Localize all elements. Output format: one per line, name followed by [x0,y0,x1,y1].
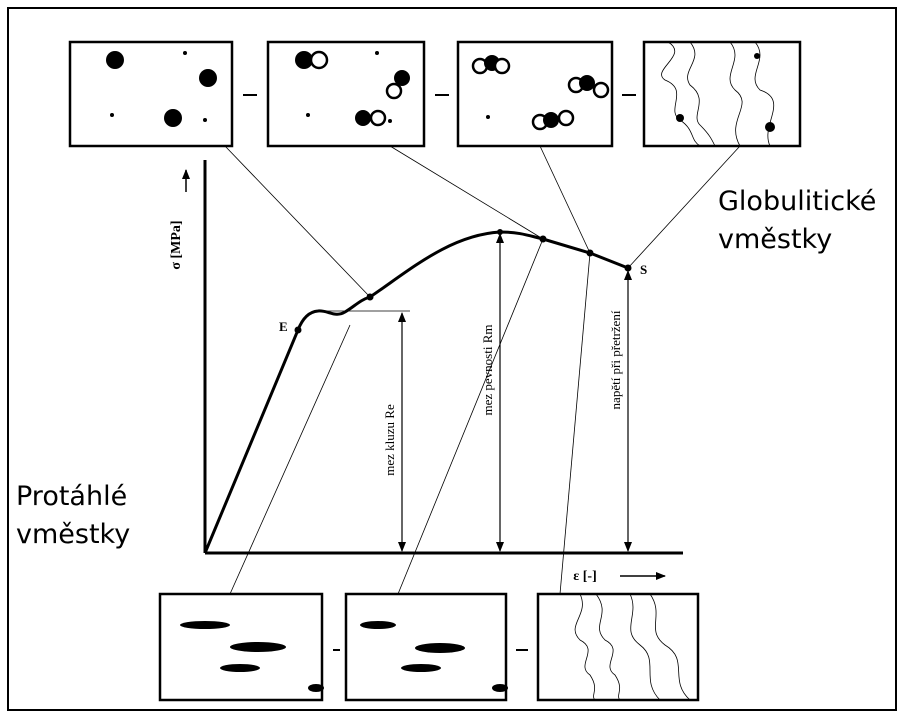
x-axis-label: ε [-] [573,569,596,584]
diagram: σ [MPa] ε [-] E S mez kluzu Re mez pevno… [0,0,904,718]
point-label: E [279,319,288,334]
group-label: Protáhlé [16,481,127,512]
annotation: mez pevnosti Rm [480,325,495,416]
bottom-panels [160,594,698,700]
y-axis-label: σ [MPa] [169,220,184,269]
annotation: mez kluzu Re [382,404,397,476]
point-label: S [640,262,647,277]
group-label: vměstky [16,519,130,550]
group-label: vměstky [718,224,832,255]
annotation: napětí při přetržení [608,310,623,409]
group-label: Globulitické [718,186,876,217]
